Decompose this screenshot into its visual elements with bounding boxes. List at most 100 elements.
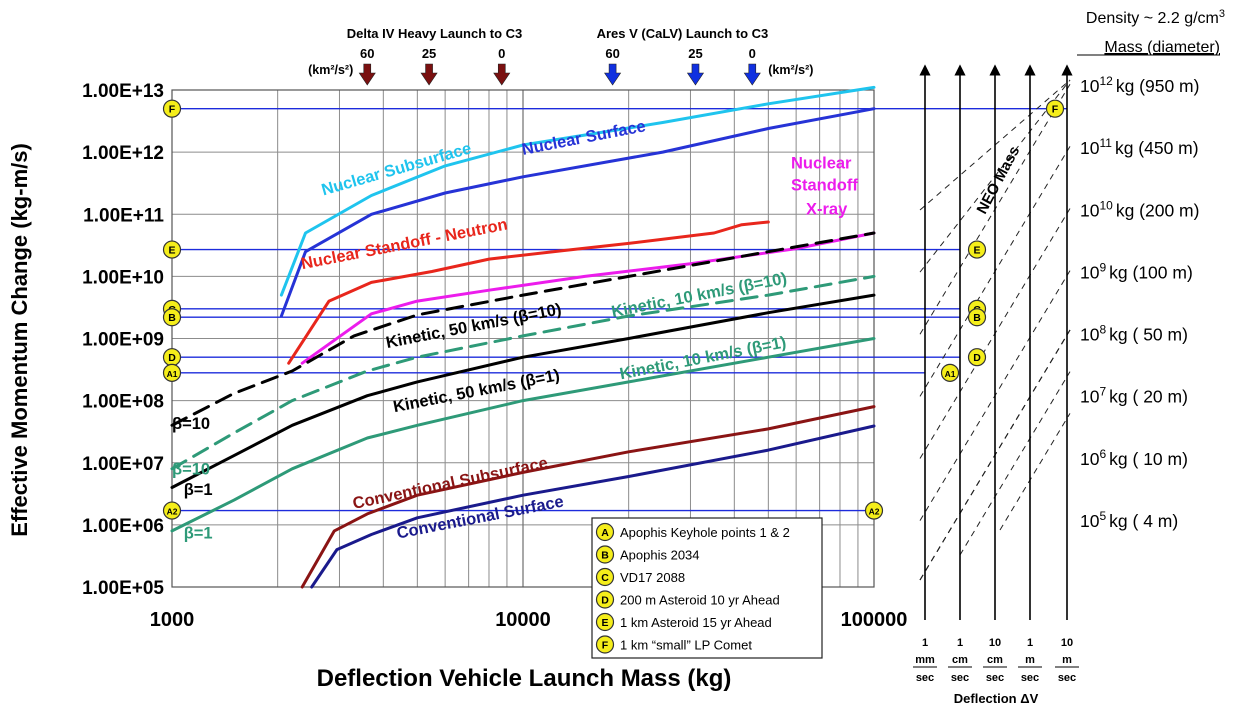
curve-label: β=1 [184,525,213,543]
legend-key: F [602,640,609,652]
c3-group-title: Delta IV Heavy Launch to C3 [347,26,523,41]
marker-key: A1 [167,369,178,379]
series-line [170,231,876,427]
y-tick-label: 1.00E+11 [83,205,164,226]
mass-line [959,371,1071,556]
legend-marker [595,567,615,587]
legend-item: C VD17 2088 [595,567,685,587]
c3-markers: Delta IV Heavy Launch to C3 Ares V (CaLV)… [308,26,813,86]
dv-axis-number: 10 [989,637,1001,649]
legend-item: B Apophis 2034 [595,545,700,564]
mass-row: 1012 kg (950 m) [1080,74,1199,96]
legend-text: 200 m Asteroid 10 yr Ahead [620,593,780,608]
x-tick-label: 1000 [150,609,195,631]
dv-axis-unit: cm [952,654,968,666]
legend-marker [595,545,615,564]
marker-circle [162,363,182,382]
reference-marker-left: A1 [162,363,182,382]
legend-key: B [601,550,609,562]
mass-line [999,413,1071,531]
mass-row: 109 kg (100 m) [1080,260,1193,282]
marker-circle [162,99,182,118]
x-axis-title: Deflection Vehicle Launch Mass (kg) [317,665,732,692]
c3-value-label: 25 [688,46,702,61]
marker-circle [162,240,182,259]
legend-key: A [601,527,609,539]
dv-axis-denominator: sec [986,672,1004,684]
y-tick-label: 1.00E+10 [82,267,164,288]
mass-row: 107 kg ( 20 m) [1080,385,1188,407]
neo-mass-panel: 1 mm sec 1 cm sec 10 cm sec 1 m sec 10 m sec Deflection… [913,8,1225,706]
legend-item: A Apophis Keyhole points 1 & 2 [595,522,790,542]
right-reference-marker: A1 [940,363,960,382]
curve-label: Kinetic, 50 km/s (β=10) [384,300,563,352]
dv-axis-number: 10 [1061,637,1073,649]
series-line [279,107,876,318]
c3-value-label: 60 [605,46,619,61]
series-line [279,85,876,297]
legend-text: 1 km Asteroid 15 yr Ahead [620,615,772,630]
right-reference-marker: B [967,308,987,327]
curve-label: Nuclear Surface [520,117,647,159]
curve-label: β=10 [172,460,210,478]
marker-key: F [169,104,176,116]
c3-arrow [493,63,511,86]
y-tick-label: 1.00E+12 [82,143,164,164]
y-tick-label: 1.00E+13 [82,81,164,102]
reference-marker-right: A2 [864,501,884,520]
marker-key: D [973,352,981,364]
neo-mass-label: NEO Mass [974,143,1024,216]
dv-axis-unit: m [1062,654,1072,666]
c3-value-label: 0 [749,46,756,61]
marker-key: E [973,245,980,257]
dv-axis-denominator: sec [1021,672,1039,684]
marker-circle [162,308,182,327]
curve-label: β=1 [184,481,213,499]
dv-axis-number: 1 [1027,637,1033,649]
mass-row: 1011 kg (450 m) [1080,136,1199,158]
y-tick-label: 1.00E+09 [82,330,164,351]
legend-marker [595,635,615,654]
marker-circle [1045,99,1065,118]
mass-row: 108 kg ( 50 m) [1080,323,1188,345]
mass-row: 105 kg ( 4 m) [1080,509,1178,531]
y-tick-label: 1.00E+05 [82,578,164,599]
c3-arrow [686,63,705,86]
y-tick-label: 1.00E+06 [82,516,164,537]
c3-group-title: Ares V (CaLV) Launch to C3 [597,26,769,41]
c3-value-label: 25 [422,46,436,61]
curve-label: Nuclear Standoff - Neutron [300,215,510,273]
legend-item: E 1 km Asteroid 15 yr Ahead [595,612,772,632]
curve-label: β=10 [172,415,210,433]
y-tick-label: 1.00E+07 [82,454,164,475]
curve-label: Standoff [791,177,858,195]
x-tick-label: 100000 [841,609,908,631]
dv-title: Deflection ΔV [954,691,1039,706]
dv-axis-denominator: sec [1058,672,1076,684]
plot-axes: 1.00E+05 1.00E+06 1.00E+07 1.00E+08 1.00E+09… [82,81,907,631]
legend-marker [595,522,615,542]
reference-marker-left: F [162,99,182,118]
series-line [310,424,876,589]
reference-marker-left: A2 [162,501,182,520]
y-axis-title: Effective Momentum Change (kg-m/s) [7,143,32,537]
series-line [170,293,876,489]
dv-axis-unit: cm [987,654,1003,666]
c3-arrow [420,63,438,86]
dv-axis-denominator: sec [951,672,969,684]
series-line [170,337,876,533]
density-label: Density ~ 2.2 g/cm3 [1086,8,1225,27]
legend-marker [595,612,615,632]
legend-text: Apophis 2034 [620,548,700,563]
right-reference-marker: F [1045,99,1065,118]
legend-text: VD17 2088 [620,570,685,585]
marker-circle [162,501,182,520]
marker-circle [967,348,987,367]
series-line [170,274,876,471]
legend-key: D [601,595,609,607]
marker-key: D [168,352,176,364]
legend-item: F 1 km “small” LP Comet [595,635,752,654]
marker-key: A2 [869,507,880,517]
reference-marker-left: E [162,240,182,259]
mass-row: 1010 kg (200 m) [1080,198,1199,220]
